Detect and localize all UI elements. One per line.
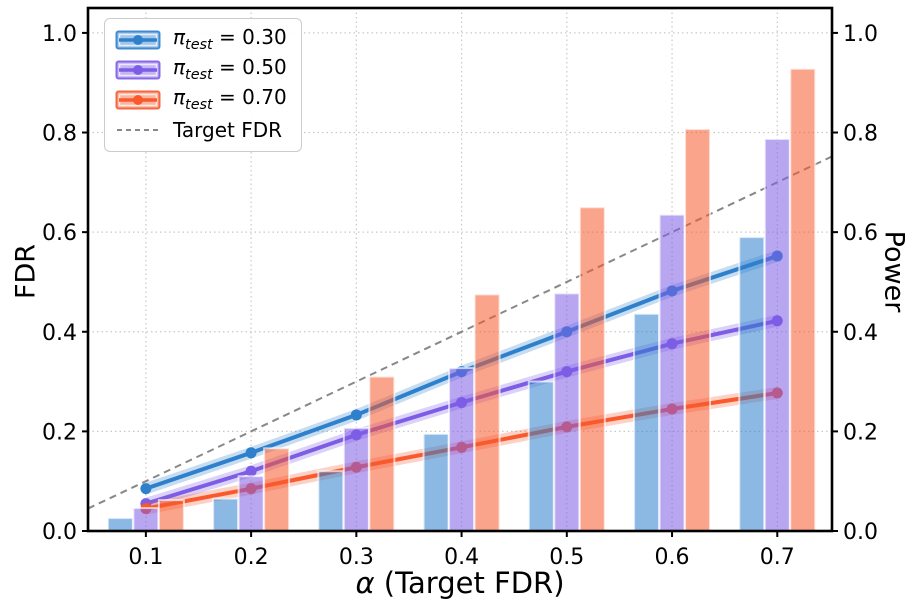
power-bar-pi_test_070 [473,293,501,532]
data-marker [140,483,152,495]
power-bar-pi_test_030 [422,432,450,532]
power-bar-pi_test_030 [106,517,134,532]
power-bar-pi_test_050 [132,507,160,532]
power-bar-pi_test_030 [317,470,345,533]
y-tick-label-left: 0.8 [42,122,77,147]
legend-label: Target FDR [173,118,283,142]
dashed-line-swatch-icon [117,129,159,131]
power-bar-pi_test_050 [763,137,791,532]
plot-border [86,6,834,533]
power-bar-pi_test_030 [527,380,555,533]
data-marker [245,465,257,477]
error-band [145,314,778,510]
legend: πtest = 0.30 πtest = 0.50 πtest = 0.70 Targ… [104,18,302,152]
series-swatch-icon [115,30,161,50]
power-bar-pi_test_030 [738,236,766,532]
legend-label: πtest = 0.50 [173,55,287,84]
y-tick-label-right: 0.0 [843,520,878,545]
y-tick-label-left: 0.2 [42,420,77,445]
alpha-symbol: α [355,566,375,600]
x-tick-label: 0.3 [339,545,374,570]
x-axis-label: α (Target FDR) [88,566,832,600]
x-tick-label: 0.2 [234,545,269,570]
y-tick-label-right: 0.4 [843,321,878,346]
y-tick-label-right: 0.6 [843,221,878,246]
y-axis-label-left: FDR [10,243,42,300]
power-bar-pi_test_070 [684,128,712,532]
y-tick-label-left: 0.6 [42,221,77,246]
legend-label: πtest = 0.30 [173,25,287,54]
y-axis-label-right: Power [878,230,910,313]
y-tick-label-left: 1.0 [42,22,77,47]
x-tick-label: 0.7 [760,545,795,570]
x-tick-label: 0.5 [549,545,584,570]
data-marker [245,447,257,459]
series-swatch-icon [115,60,161,80]
swatch-marker [133,65,143,75]
power-bar-pi_test_050 [658,213,686,532]
x-tick-label: 0.4 [444,545,479,570]
y-tick-label-left: 0.0 [42,520,77,545]
x-tick-label: 0.1 [128,545,163,570]
power-bar-pi_test_050 [237,475,265,533]
y-tick-label-right: 1.0 [843,22,878,47]
power-bar-pi_test_070 [789,67,817,533]
swatch-marker [133,35,143,45]
power-bar-pi_test_070 [157,499,185,533]
power-bar-pi_test_050 [342,426,370,532]
x-axis-label-text: (Target FDR) [374,566,565,600]
power-bar-pi_test_070 [263,447,291,532]
power-bar-pi_test_070 [368,375,396,533]
power-bar-pi_test_030 [633,312,661,532]
y-tick-label-right: 0.2 [843,420,878,445]
power-bar-pi_test_070 [578,206,606,532]
legend-label: πtest = 0.70 [173,85,287,114]
power-bar-pi_test_050 [448,367,476,532]
ticks: 0.0 0.0 0.2 0.2 0.4 0.4 0.6 0.6 0.8 0.8 1.0 1.0 0.1 0… [42,22,878,570]
y-tick-label-right: 0.8 [843,122,878,147]
x-tick-label: 0.6 [655,545,690,570]
swatch-marker [133,95,143,105]
legend-item: πtest = 0.70 [115,87,287,113]
power-bar-pi_test_050 [553,292,581,532]
legend-item: πtest = 0.50 [115,57,287,83]
legend-item: πtest = 0.30 [115,27,287,53]
series-swatch-icon [115,90,161,110]
data-marker [350,409,362,421]
power-bar-pi_test_030 [212,497,240,532]
legend-item: Target FDR [115,117,287,143]
y-tick-label-left: 0.4 [42,321,77,346]
